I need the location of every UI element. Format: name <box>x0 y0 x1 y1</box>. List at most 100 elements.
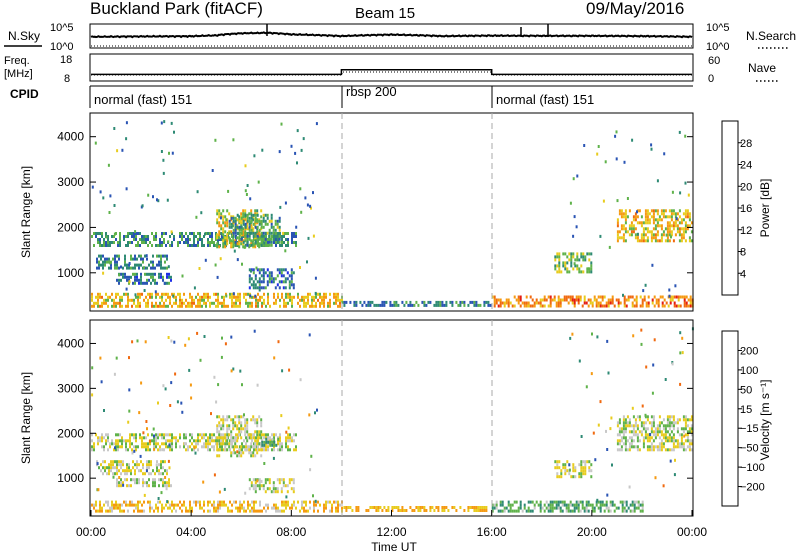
data-cell <box>127 232 129 235</box>
data-cell <box>199 500 201 504</box>
data-cell <box>638 221 641 225</box>
data-cell <box>678 230 681 234</box>
data-cell <box>101 445 103 449</box>
data-cell <box>653 338 656 342</box>
data-cell <box>114 254 116 258</box>
data-cell <box>668 433 671 437</box>
data-cell <box>279 298 281 302</box>
data-cell <box>329 509 331 513</box>
data-cell <box>648 445 651 449</box>
data-cell <box>97 301 99 305</box>
data-cell <box>109 509 111 513</box>
data-cell <box>157 304 159 308</box>
data-cell <box>447 509 450 512</box>
data-cell <box>236 225 239 229</box>
colorbar-tick-label: 20 <box>740 181 752 193</box>
data-cell <box>654 236 657 240</box>
data-cell <box>181 298 183 302</box>
data-cell <box>104 466 106 470</box>
data-cell <box>108 472 110 476</box>
data-cell <box>162 478 164 482</box>
data-cell <box>678 418 681 422</box>
data-cell <box>343 303 346 307</box>
data-cell <box>555 503 558 507</box>
data-cell <box>644 227 647 231</box>
data-cell <box>248 225 251 229</box>
data-cell <box>618 236 621 240</box>
data-cell <box>371 300 374 304</box>
data-cell <box>147 445 149 449</box>
data-cell <box>638 209 641 213</box>
data-cell <box>293 232 295 235</box>
data-cell <box>222 221 225 225</box>
data-cell <box>674 445 677 449</box>
data-cell <box>239 295 241 299</box>
data-cell <box>250 454 253 458</box>
data-cell <box>257 304 259 308</box>
data-cell <box>137 304 139 308</box>
data-cell <box>161 506 163 510</box>
data-cell <box>616 433 619 437</box>
data-cell <box>216 245 219 249</box>
data-cell <box>644 413 647 417</box>
data-cell <box>119 301 121 305</box>
data-cell <box>179 500 181 504</box>
data-cell <box>596 335 599 339</box>
data-cell <box>656 221 659 225</box>
data-cell <box>626 421 629 425</box>
data-cell <box>224 230 227 234</box>
data-cell <box>429 506 432 509</box>
data-cell <box>183 503 185 507</box>
data-cell <box>152 260 154 264</box>
data-cell <box>217 304 219 308</box>
data-cell <box>272 225 275 229</box>
data-cell <box>668 415 671 419</box>
data-cell <box>670 436 673 440</box>
data-cell <box>105 232 107 235</box>
data-cell <box>229 292 231 296</box>
data-cell <box>549 304 552 308</box>
data-cell <box>681 295 684 299</box>
data-cell <box>658 442 661 446</box>
data-cell <box>161 232 163 235</box>
data-cell <box>203 503 205 507</box>
data-cell <box>273 440 276 444</box>
data-cell <box>101 509 103 513</box>
data-cell <box>556 255 559 259</box>
data-cell <box>674 439 677 443</box>
data-cell <box>280 414 283 418</box>
data-cell <box>325 295 327 299</box>
data-cell <box>269 440 272 444</box>
data-cell <box>252 243 255 247</box>
data-cell <box>103 409 105 412</box>
data-cell <box>91 448 93 452</box>
data-cell <box>622 415 625 419</box>
data-cell <box>525 509 528 513</box>
data-cell <box>371 506 374 509</box>
data-cell <box>254 216 257 220</box>
data-cell <box>254 481 257 485</box>
data-cell <box>547 503 550 507</box>
data-cell <box>669 295 672 299</box>
data-cell <box>150 275 152 279</box>
data-cell <box>291 506 293 510</box>
data-cell <box>108 466 110 470</box>
data-cell <box>633 509 636 513</box>
data-cell <box>124 257 126 261</box>
data-cell <box>134 469 136 473</box>
data-cell <box>290 144 293 148</box>
data-cell <box>197 238 199 241</box>
data-cell <box>171 241 173 244</box>
data-cell <box>588 270 591 274</box>
data-cell <box>273 356 276 360</box>
data-cell <box>242 219 245 223</box>
data-cell <box>183 436 185 440</box>
data-cell <box>260 442 263 446</box>
data-cell <box>670 224 673 228</box>
data-cell <box>622 436 625 440</box>
data-cell <box>441 509 444 512</box>
data-cell <box>683 295 686 299</box>
data-cell <box>217 292 219 296</box>
data-cell <box>133 449 136 453</box>
data-cell <box>285 304 287 308</box>
